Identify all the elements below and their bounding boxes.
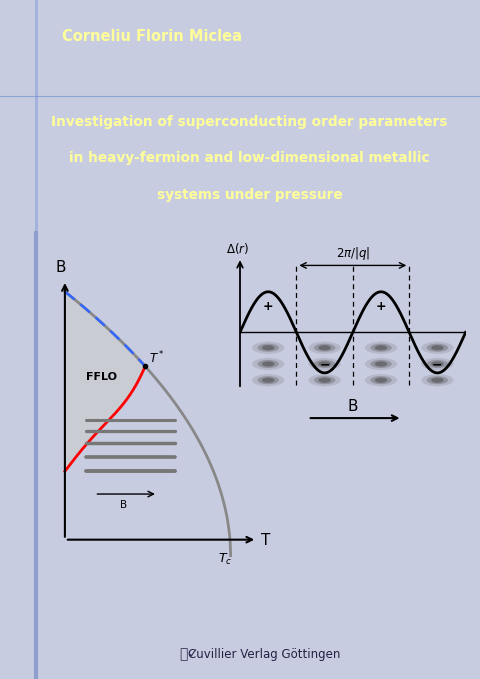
Text: systems under pressure: systems under pressure bbox=[157, 187, 342, 202]
Text: +: + bbox=[376, 300, 386, 313]
Ellipse shape bbox=[318, 378, 331, 383]
Text: T: T bbox=[261, 534, 271, 549]
Ellipse shape bbox=[421, 342, 454, 354]
Ellipse shape bbox=[309, 342, 341, 354]
Ellipse shape bbox=[427, 344, 448, 352]
Ellipse shape bbox=[421, 374, 454, 386]
Text: Investigation of superconducting order parameters: Investigation of superconducting order p… bbox=[51, 115, 448, 129]
Text: ⓦ✓: ⓦ✓ bbox=[180, 647, 200, 661]
Polygon shape bbox=[65, 291, 145, 471]
Text: FFLO: FFLO bbox=[86, 372, 117, 382]
Text: $T^*$: $T^*$ bbox=[149, 350, 165, 367]
Ellipse shape bbox=[318, 345, 331, 350]
Ellipse shape bbox=[365, 374, 397, 386]
Ellipse shape bbox=[431, 361, 444, 367]
Text: +: + bbox=[263, 300, 274, 313]
Ellipse shape bbox=[427, 360, 448, 368]
Ellipse shape bbox=[262, 361, 275, 367]
Ellipse shape bbox=[257, 344, 279, 352]
Ellipse shape bbox=[314, 360, 336, 368]
Ellipse shape bbox=[262, 378, 275, 383]
Ellipse shape bbox=[375, 361, 387, 367]
Ellipse shape bbox=[252, 374, 284, 386]
Ellipse shape bbox=[370, 376, 392, 384]
Ellipse shape bbox=[318, 361, 331, 367]
Ellipse shape bbox=[257, 360, 279, 368]
Ellipse shape bbox=[427, 376, 448, 384]
Text: $2\pi/|q|$: $2\pi/|q|$ bbox=[336, 245, 370, 262]
Ellipse shape bbox=[314, 344, 336, 352]
Ellipse shape bbox=[370, 360, 392, 368]
Ellipse shape bbox=[309, 358, 341, 370]
Ellipse shape bbox=[421, 358, 454, 370]
Text: B: B bbox=[120, 500, 128, 511]
Text: in heavy-fermion and low-dimensional metallic: in heavy-fermion and low-dimensional met… bbox=[69, 151, 430, 166]
Ellipse shape bbox=[314, 376, 336, 384]
Ellipse shape bbox=[252, 358, 284, 370]
Text: Cuvillier Verlag Göttingen: Cuvillier Verlag Göttingen bbox=[188, 648, 340, 661]
Text: $\Delta(r)$: $\Delta(r)$ bbox=[226, 241, 249, 256]
Text: B: B bbox=[55, 259, 66, 274]
Ellipse shape bbox=[309, 374, 341, 386]
Ellipse shape bbox=[370, 344, 392, 352]
Ellipse shape bbox=[365, 342, 397, 354]
Ellipse shape bbox=[257, 376, 279, 384]
Text: −: − bbox=[432, 359, 443, 372]
Text: $T_c$: $T_c$ bbox=[218, 551, 233, 566]
Ellipse shape bbox=[252, 342, 284, 354]
Ellipse shape bbox=[431, 345, 444, 350]
Text: −: − bbox=[319, 359, 330, 372]
Ellipse shape bbox=[375, 378, 387, 383]
Ellipse shape bbox=[431, 378, 444, 383]
Ellipse shape bbox=[262, 345, 275, 350]
Text: Corneliu Florin Miclea: Corneliu Florin Miclea bbox=[62, 29, 242, 44]
Ellipse shape bbox=[365, 358, 397, 370]
Ellipse shape bbox=[375, 345, 387, 350]
Text: B: B bbox=[348, 399, 358, 414]
